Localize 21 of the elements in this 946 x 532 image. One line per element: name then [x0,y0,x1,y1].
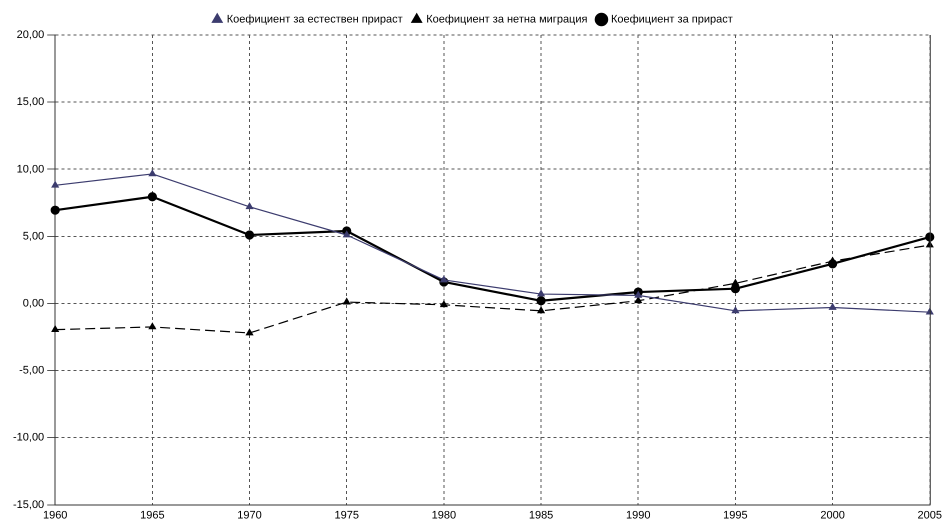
legend-label: Коефициент за естествен прираст [226,14,403,26]
y-tick-label: 0,00 [22,297,44,310]
x-tick-label: 2000 [820,509,845,522]
x-tick-label: 1960 [42,509,68,522]
y-tick-label: 15,00 [16,96,44,108]
x-tick-label: 1985 [528,509,554,522]
y-tick-label: -15,00 [12,498,44,511]
legend-label: Коефициент за нетна миграция [426,14,588,26]
x-tick-label: 2005 [918,509,942,522]
legend-label: Коефициент за прираст [610,14,733,26]
x-tick-label: 1990 [626,509,650,522]
x-tick-label: 1995 [723,509,748,522]
y-tick-label: 10,00 [16,163,44,176]
y-tick-label: -10,00 [12,432,44,444]
y-tick-label: 5,00 [22,230,44,242]
x-tick-label: 1965 [140,509,165,522]
x-tick-label: 1970 [237,509,262,522]
x-tick-label: 1975 [334,509,359,522]
x-tick-label: 1980 [432,509,456,522]
y-tick-label: -5,00 [19,364,44,377]
y-tick-label: 20,00 [16,29,44,42]
